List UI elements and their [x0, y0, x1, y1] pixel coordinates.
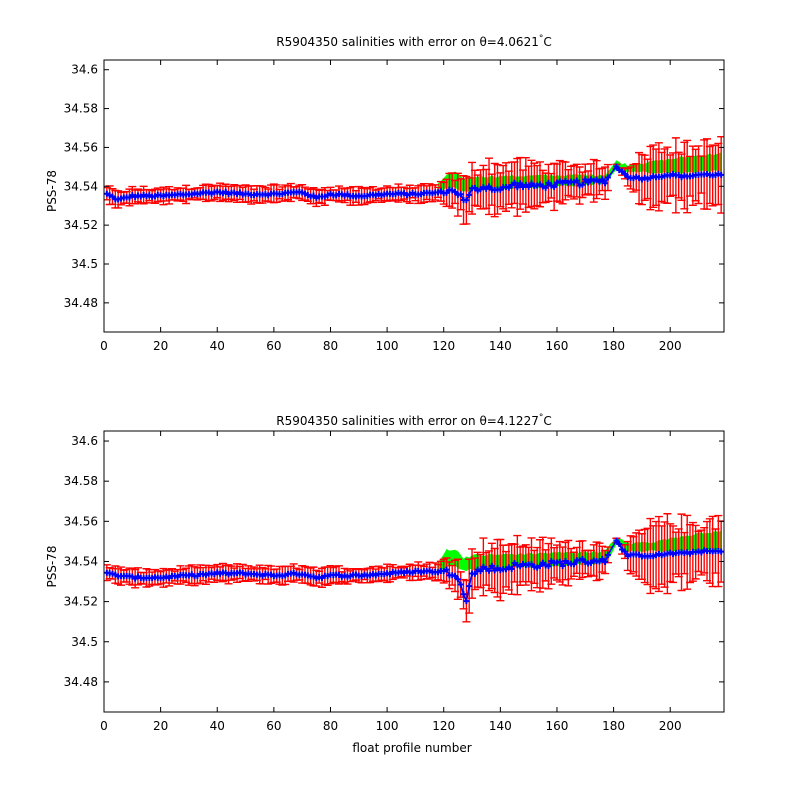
y-tick-label: 34.58 [64, 102, 98, 116]
y-tick-label: 34.5 [71, 257, 98, 271]
data-point [602, 559, 609, 566]
data-point [604, 174, 611, 181]
data-point [508, 566, 515, 573]
data-point [457, 191, 464, 198]
salinity-markers [104, 537, 724, 605]
chart-panel-2: 0 20 40 60 80 100 120 140 160 180 200 34.48 34.5 34.5… [45, 413, 725, 755]
data-point [457, 581, 464, 588]
plot-content [104, 135, 724, 225]
data-point [559, 562, 566, 569]
data-point [454, 576, 461, 583]
data-point [613, 537, 620, 544]
x-axis-label: float profile number [352, 741, 471, 755]
x-tick-label: 80 [323, 719, 338, 733]
x-tick-label: 20 [153, 719, 168, 733]
data-point [604, 551, 611, 558]
x-tick-label: 20 [153, 339, 168, 353]
data-point [718, 548, 724, 555]
data-point [511, 179, 518, 186]
x-tick-label: 60 [266, 339, 281, 353]
y-tick-label: 34.52 [64, 218, 98, 232]
data-point [621, 170, 628, 177]
x-tick-label: 180 [602, 719, 625, 733]
data-point [613, 163, 620, 170]
data-point [486, 567, 493, 574]
y-tick-label: 34.52 [64, 595, 98, 609]
x-tick-label: 160 [546, 339, 569, 353]
y-tick-label: 34.58 [64, 474, 98, 488]
data-point [488, 562, 495, 569]
y-tick-label: 34.6 [71, 63, 98, 77]
x-tick-label: 120 [432, 339, 455, 353]
y-tick-label: 34.54 [64, 554, 98, 568]
x-tick-label: 140 [489, 719, 512, 733]
data-point [477, 568, 484, 575]
data-point [466, 583, 473, 590]
data-point [585, 179, 592, 186]
chart-title: R5904350 salinities with error on θ=4.12… [276, 413, 551, 428]
x-tick-label: 140 [489, 339, 512, 353]
data-point [525, 183, 532, 190]
data-point [486, 183, 493, 190]
x-tick-label: 200 [659, 339, 682, 353]
data-point [471, 570, 478, 577]
data-point [599, 176, 606, 183]
data-point [616, 541, 623, 548]
data-point [570, 561, 577, 568]
chart-title: R5904350 salinities with error on θ=4.06… [276, 34, 551, 49]
data-point [551, 183, 558, 190]
y-tick-label: 34.54 [64, 179, 98, 193]
x-tick-label: 0 [100, 339, 108, 353]
y-tick-label: 34.48 [64, 675, 98, 689]
data-point [514, 184, 521, 191]
data-point [463, 598, 470, 605]
data-point [466, 191, 473, 198]
data-point [579, 181, 586, 188]
plot-area [104, 60, 724, 332]
data-point [452, 572, 459, 579]
y-axis-label: PSS-78 [45, 545, 59, 587]
data-point [536, 562, 543, 569]
x-tick-label: 200 [659, 719, 682, 733]
y-tick-label: 34.6 [71, 434, 98, 448]
data-point [443, 566, 450, 573]
plot-content [104, 513, 724, 623]
y-tick-label: 34.56 [64, 514, 98, 528]
data-point [556, 558, 563, 565]
data-point [602, 180, 609, 187]
data-point [463, 197, 470, 204]
x-tick-label: 40 [210, 719, 225, 733]
x-tick-label: 60 [266, 719, 281, 733]
x-tick-label: 0 [100, 719, 108, 733]
data-point [443, 189, 450, 196]
y-tick-label: 34.48 [64, 296, 98, 310]
error-bars [104, 513, 724, 623]
data-point [517, 180, 524, 187]
x-tick-label: 100 [376, 339, 399, 353]
chart-panel-1: 0 20 40 60 80 100 120 140 160 180 200 34.48 34.5 34.5… [45, 34, 725, 353]
data-point [542, 184, 549, 191]
data-point [545, 563, 552, 570]
x-tick-label: 100 [376, 719, 399, 733]
y-tick-label: 34.5 [71, 635, 98, 649]
axes-box [103, 59, 725, 333]
data-point [621, 548, 628, 555]
x-tick-label: 80 [323, 339, 338, 353]
axes-box [103, 430, 725, 713]
x-tick-label: 120 [432, 719, 455, 733]
x-tick-label: 160 [546, 719, 569, 733]
data-point [573, 177, 580, 184]
salinity-markers [104, 163, 724, 204]
y-tick-label: 34.56 [64, 140, 98, 154]
x-tick-label: 40 [210, 339, 225, 353]
data-point [718, 171, 724, 178]
data-point [460, 591, 467, 598]
y-axis-label: PSS-78 [45, 170, 59, 212]
x-tick-label: 180 [602, 339, 625, 353]
